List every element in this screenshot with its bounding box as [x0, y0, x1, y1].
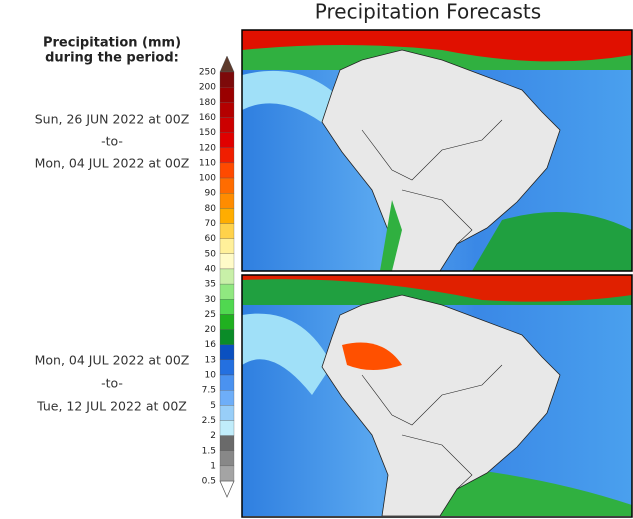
colorbar-label: 90 [205, 189, 217, 199]
color-swatch [219, 374, 235, 391]
panel-frame [241, 274, 633, 518]
color-swatch [219, 87, 235, 103]
colorbar-label: 100 [199, 174, 216, 184]
period-text: Mon, 04 JUL 2022 at 00Z [35, 353, 190, 368]
colorbar-label: 30 [205, 295, 217, 305]
map-panel [242, 275, 632, 516]
color-swatch [219, 465, 235, 482]
period-text: -to- [101, 376, 123, 391]
color-swatch [219, 299, 235, 315]
color-swatch [219, 132, 235, 148]
colorbar-label: 5 [210, 401, 216, 411]
color-swatch [219, 162, 235, 179]
colorbar-cap [219, 480, 235, 498]
colorbar-cap [219, 55, 235, 73]
colorbar-label: 13 [205, 355, 216, 365]
color-swatch [219, 420, 235, 436]
color-swatch [219, 223, 235, 239]
colorbar-label: 200 [199, 83, 216, 93]
period-text: Sun, 26 JUN 2022 at 00Z [35, 112, 190, 127]
colorbar-label: 120 [199, 143, 216, 153]
colorbar-label: 110 [199, 158, 216, 168]
color-swatch [219, 435, 235, 451]
panel-frame [241, 29, 633, 272]
color-swatch [219, 268, 235, 285]
colorbar-label: 160 [199, 113, 216, 123]
colorbar-label: 2 [210, 431, 216, 441]
color-swatch [219, 344, 235, 361]
color-swatch [219, 405, 235, 421]
period-text: Tue, 12 JUL 2022 at 00Z [36, 399, 187, 414]
color-swatch [219, 71, 235, 88]
colorbar-label: 150 [199, 128, 216, 138]
color-swatch [219, 238, 235, 254]
colorbar-label: 40 [205, 264, 217, 274]
colorbar-label: 0.5 [202, 477, 216, 487]
colorbar-label: 60 [205, 234, 217, 244]
colorbar-label: 180 [199, 98, 216, 108]
color-swatch [219, 283, 235, 300]
legend-title: Precipitation (mm) [43, 36, 181, 51]
color-swatch [219, 314, 235, 330]
map-panel [242, 30, 632, 271]
colorbar-label: 7.5 [202, 386, 216, 396]
period-text: -to- [101, 134, 123, 149]
colorbar-label: 16 [205, 340, 217, 350]
colorbar-label: 2.5 [202, 416, 216, 426]
color-swatch [219, 253, 235, 270]
color-swatch [219, 147, 235, 164]
colorbar-label: 80 [205, 204, 217, 214]
color-swatch [219, 117, 235, 133]
legend-title: during the period: [45, 51, 179, 66]
colorbar-label: 1.5 [202, 446, 216, 456]
color-swatch [219, 450, 235, 467]
color-swatch [219, 177, 235, 194]
colorbar-label: 50 [205, 249, 217, 259]
period-text: Mon, 04 JUL 2022 at 00Z [35, 156, 190, 171]
colorbar-label: 70 [205, 219, 217, 229]
color-swatch [219, 193, 235, 209]
colorbar-label: 10 [205, 371, 217, 381]
color-swatch [219, 329, 235, 345]
colorbar-label: 20 [205, 325, 217, 335]
color-swatch [219, 208, 235, 224]
colorbar-label: 250 [199, 68, 216, 78]
colorbar-label: 25 [205, 310, 216, 320]
colorbar-label: 1 [210, 461, 216, 471]
color-swatch [219, 359, 235, 376]
colorbar-label: 35 [205, 280, 216, 290]
color-swatch [219, 102, 235, 118]
page-title: Precipitation Forecasts [315, 0, 541, 24]
color-swatch [219, 389, 235, 406]
